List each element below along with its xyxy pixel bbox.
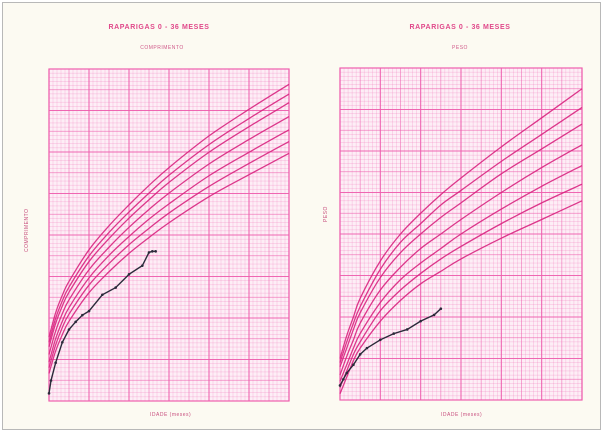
percentile-curve-4 bbox=[48, 115, 290, 355]
right-chart-subtitle: PESO bbox=[452, 45, 468, 51]
percentile-curve-2 bbox=[48, 140, 290, 368]
left-chart-x-label: IDADE (meses) bbox=[150, 412, 192, 418]
grid bbox=[339, 67, 583, 401]
grid bbox=[48, 68, 290, 402]
child-measurement-point bbox=[101, 293, 104, 297]
percentile-curve-4 bbox=[339, 144, 583, 376]
percentile-curve-6 bbox=[48, 93, 290, 343]
child-measurement-point bbox=[54, 361, 57, 364]
percentile-curve-3 bbox=[339, 164, 583, 382]
child-measurement-point bbox=[432, 313, 436, 317]
percentile-curve-5 bbox=[48, 102, 290, 348]
child-measurement-point bbox=[49, 379, 53, 382]
child-measurement-point bbox=[358, 353, 362, 356]
child-measurement-point bbox=[345, 371, 349, 375]
plot-border bbox=[48, 68, 290, 402]
child-measurement-point bbox=[419, 319, 422, 323]
percentile-curve-3 bbox=[48, 129, 290, 363]
child-measurement-point bbox=[392, 332, 396, 335]
child-measurement-point bbox=[154, 250, 157, 253]
child-measurement-point bbox=[352, 363, 355, 367]
child-measurement-point bbox=[141, 264, 144, 267]
child-measurement-point bbox=[439, 307, 443, 310]
right-chart-title: RAPARIGAS 0 - 36 MESES bbox=[409, 24, 511, 31]
child-measurement-point bbox=[147, 251, 151, 254]
child-measurement-point bbox=[61, 340, 64, 344]
percentile-curve-7 bbox=[339, 88, 583, 359]
child-measurement-point bbox=[405, 328, 409, 331]
left-chart-title: RAPARIGAS 0 - 36 MESES bbox=[108, 24, 210, 31]
child-measurement-point bbox=[114, 286, 117, 289]
left-chart-subtitle: COMPRIMENTO bbox=[140, 45, 184, 51]
percentile-curve-1 bbox=[48, 152, 290, 374]
child-measurement-point bbox=[74, 320, 77, 324]
weight-growth-chart bbox=[338, 67, 583, 401]
percentile-curve-6 bbox=[339, 106, 583, 363]
child-measurement-point bbox=[47, 392, 51, 395]
child-measurement-point bbox=[87, 309, 91, 313]
percentile-curve-2 bbox=[339, 183, 583, 388]
child-measurement-point bbox=[365, 346, 369, 350]
child-measurement-point bbox=[67, 328, 71, 331]
child-measurement-point bbox=[338, 384, 342, 387]
right-chart-x-label: IDADE (meses) bbox=[441, 412, 483, 418]
length-growth-chart bbox=[47, 68, 290, 402]
percentile-curve-1 bbox=[339, 200, 583, 395]
percentile-curve-5 bbox=[339, 123, 583, 368]
right-chart-y-label: PESO bbox=[323, 206, 329, 222]
child-measurement-point bbox=[81, 313, 84, 317]
percentile-curve-7 bbox=[48, 83, 290, 338]
left-chart-y-label: COMPRIMENTO bbox=[24, 208, 30, 252]
child-measurement-point bbox=[127, 273, 131, 276]
child-measurement-point bbox=[151, 250, 154, 253]
child-measurement-point bbox=[342, 377, 345, 381]
child-measurement-point bbox=[379, 338, 382, 342]
plot-border bbox=[339, 67, 583, 401]
